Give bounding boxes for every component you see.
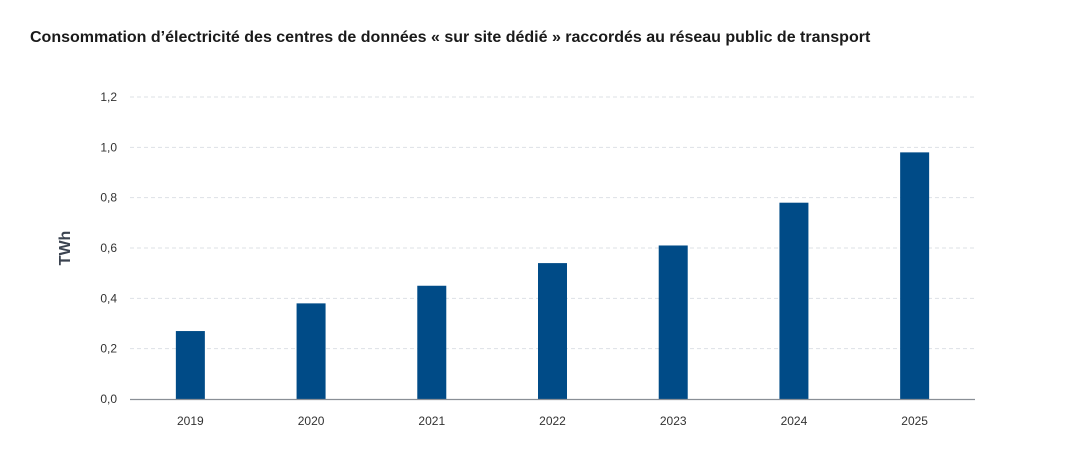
bar-2024 xyxy=(779,202,809,399)
y-tick-label: 0,0 xyxy=(100,392,117,406)
bar-2023 xyxy=(658,245,688,399)
y-tick-label: 0,6 xyxy=(100,241,117,255)
y-tick-label: 0,4 xyxy=(100,291,117,305)
bar-2020 xyxy=(296,303,326,399)
chart-title: Consommation d’électricité des centres d… xyxy=(30,29,871,46)
y-tick-label: 1,2 xyxy=(100,90,117,104)
bar-2025 xyxy=(900,152,930,399)
y-tick-label: 1,0 xyxy=(100,140,117,154)
y-tick-label: 0,8 xyxy=(100,191,117,205)
y-axis-label: TWh xyxy=(57,231,74,266)
bar-2022 xyxy=(538,263,567,399)
x-tick-label: 2023 xyxy=(660,414,687,428)
bar-2019 xyxy=(175,331,205,399)
x-tick-label: 2020 xyxy=(298,414,325,428)
x-tick-label: 2025 xyxy=(901,414,928,428)
y-tick-label: 0,2 xyxy=(100,342,117,356)
x-tick-label: 2019 xyxy=(177,414,204,428)
x-tick-label: 2022 xyxy=(539,414,566,428)
x-tick-label: 2021 xyxy=(418,414,445,428)
x-tick-label: 2024 xyxy=(781,414,808,428)
bar-2021 xyxy=(417,285,447,399)
